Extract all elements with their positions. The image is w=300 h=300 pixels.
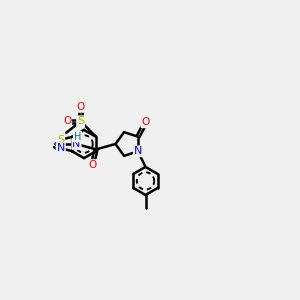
Text: N: N <box>56 143 65 153</box>
Text: O: O <box>76 102 85 112</box>
Text: S: S <box>77 116 84 126</box>
Text: O: O <box>141 117 150 127</box>
Text: O: O <box>88 160 97 170</box>
Text: H: H <box>74 131 81 142</box>
Text: O: O <box>63 116 71 126</box>
Text: S: S <box>57 135 64 145</box>
Text: N: N <box>72 139 81 149</box>
Text: N: N <box>134 146 142 156</box>
